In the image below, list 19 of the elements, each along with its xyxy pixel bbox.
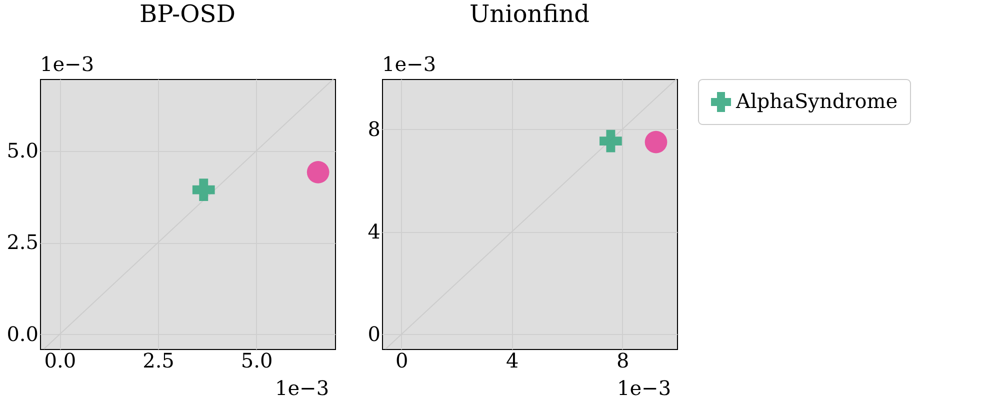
text: 1e−3: [382, 52, 436, 76]
y-tick-label: 0.0: [6, 322, 38, 346]
y-tick-label: 4: [368, 219, 380, 244]
legend-label: AlphaSyndrome: [735, 89, 898, 113]
y-tick-label: 2.5: [6, 230, 38, 254]
x-tick-label: 4: [506, 348, 519, 372]
text: 1e−3: [275, 376, 330, 399]
y-tick-label: 8: [368, 116, 380, 141]
x-tick-label: 0.0: [44, 348, 76, 372]
x-tick-label: 8: [616, 348, 630, 372]
x-tick-label: 2.5: [142, 348, 174, 372]
x-tick-label: 5.0: [240, 348, 273, 372]
y-tick-label: 5.0: [6, 138, 38, 162]
chart-title: Unionfind: [469, 0, 590, 28]
chart-title: BP-OSD: [140, 0, 236, 28]
text: 1e−3: [617, 376, 672, 399]
y-tick-label: 0: [368, 322, 380, 346]
x-tick-label: 0: [395, 348, 408, 372]
text: 1e−3: [40, 52, 94, 76]
